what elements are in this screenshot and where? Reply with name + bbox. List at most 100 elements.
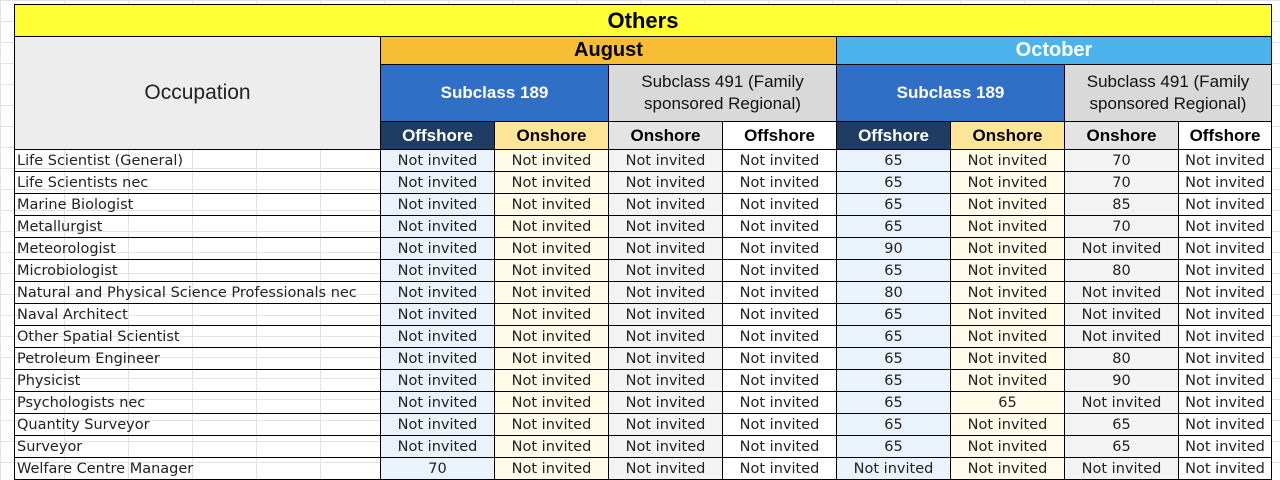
value-cell[interactable]: Not invited — [380, 237, 495, 260]
value-cell[interactable]: Not invited — [380, 413, 495, 436]
value-cell[interactable]: 65 — [836, 171, 951, 194]
occupation-cell[interactable]: Other Spatial Scientist — [14, 325, 381, 348]
value-cell[interactable]: Not invited — [1178, 303, 1272, 326]
value-cell[interactable]: Not invited — [380, 149, 495, 172]
value-cell[interactable]: 65 — [836, 435, 951, 458]
value-cell[interactable]: Not invited — [494, 149, 609, 172]
value-cell[interactable]: Not invited — [950, 413, 1065, 436]
value-cell[interactable]: Not invited — [1064, 237, 1179, 260]
occupation-cell[interactable]: Quantity Surveyor — [14, 413, 381, 436]
value-cell[interactable]: Not invited — [950, 171, 1065, 194]
occupation-cell[interactable]: Microbiologist — [14, 259, 381, 282]
value-cell[interactable]: Not invited — [380, 171, 495, 194]
value-cell[interactable]: Not invited — [722, 193, 837, 216]
value-cell[interactable]: Not invited — [380, 303, 495, 326]
value-cell[interactable]: Not invited — [494, 171, 609, 194]
value-cell[interactable]: Not invited — [1178, 413, 1272, 436]
occupation-cell[interactable]: Meteorologist — [14, 237, 381, 260]
value-cell[interactable]: Not invited — [608, 325, 723, 348]
occupation-cell[interactable]: Life Scientist (General) — [14, 149, 381, 172]
value-cell[interactable]: Not invited — [1064, 457, 1179, 480]
value-cell[interactable]: Not invited — [950, 259, 1065, 282]
value-cell[interactable]: Not invited — [608, 369, 723, 392]
value-cell[interactable]: 70 — [1064, 171, 1179, 194]
value-cell[interactable]: Not invited — [494, 347, 609, 370]
value-cell[interactable]: Not invited — [1178, 391, 1272, 414]
value-cell[interactable]: Not invited — [1064, 391, 1179, 414]
value-cell[interactable]: 65 — [836, 215, 951, 238]
value-cell[interactable]: Not invited — [494, 215, 609, 238]
value-cell[interactable]: Not invited — [1178, 237, 1272, 260]
value-cell[interactable]: 65 — [1064, 413, 1179, 436]
value-cell[interactable]: 70 — [380, 457, 495, 480]
value-cell[interactable]: Not invited — [608, 149, 723, 172]
value-cell[interactable]: Not invited — [380, 391, 495, 414]
value-cell[interactable]: Not invited — [494, 237, 609, 260]
occupation-cell[interactable]: Marine Biologist — [14, 193, 381, 216]
value-cell[interactable]: Not invited — [608, 215, 723, 238]
value-cell[interactable]: 65 — [836, 303, 951, 326]
value-cell[interactable]: Not invited — [380, 215, 495, 238]
value-cell[interactable]: 65 — [950, 391, 1065, 414]
value-cell[interactable]: Not invited — [608, 413, 723, 436]
occupation-cell[interactable]: Natural and Physical Science Professiona… — [14, 281, 381, 304]
value-cell[interactable]: 90 — [1064, 369, 1179, 392]
value-cell[interactable]: Not invited — [950, 281, 1065, 304]
value-cell[interactable]: 65 — [836, 369, 951, 392]
value-cell[interactable]: 65 — [836, 259, 951, 282]
occupation-cell[interactable]: Life Scientists nec — [14, 171, 381, 194]
value-cell[interactable]: Not invited — [722, 369, 837, 392]
value-cell[interactable]: Not invited — [950, 149, 1065, 172]
value-cell[interactable]: 65 — [1064, 435, 1179, 458]
value-cell[interactable]: Not invited — [722, 435, 837, 458]
value-cell[interactable]: Not invited — [608, 281, 723, 304]
value-cell[interactable]: Not invited — [722, 149, 837, 172]
value-cell[interactable]: Not invited — [380, 369, 495, 392]
value-cell[interactable]: Not invited — [836, 457, 951, 480]
value-cell[interactable]: Not invited — [722, 325, 837, 348]
value-cell[interactable]: 70 — [1064, 149, 1179, 172]
value-cell[interactable]: Not invited — [1178, 325, 1272, 348]
value-cell[interactable]: Not invited — [950, 435, 1065, 458]
value-cell[interactable]: 85 — [1064, 193, 1179, 216]
value-cell[interactable]: Not invited — [722, 259, 837, 282]
value-cell[interactable]: Not invited — [722, 413, 837, 436]
value-cell[interactable]: Not invited — [494, 303, 609, 326]
value-cell[interactable]: Not invited — [380, 281, 495, 304]
value-cell[interactable]: Not invited — [722, 237, 837, 260]
value-cell[interactable]: Not invited — [1064, 281, 1179, 304]
value-cell[interactable]: Not invited — [950, 215, 1065, 238]
value-cell[interactable]: Not invited — [1064, 303, 1179, 326]
value-cell[interactable]: Not invited — [608, 237, 723, 260]
value-cell[interactable]: Not invited — [1178, 369, 1272, 392]
value-cell[interactable]: 80 — [1064, 347, 1179, 370]
value-cell[interactable]: Not invited — [722, 171, 837, 194]
value-cell[interactable]: Not invited — [722, 347, 837, 370]
value-cell[interactable]: 65 — [836, 193, 951, 216]
value-cell[interactable]: Not invited — [950, 325, 1065, 348]
occupation-cell[interactable]: Welfare Centre Manager — [14, 457, 381, 480]
value-cell[interactable]: Not invited — [950, 369, 1065, 392]
value-cell[interactable]: 90 — [836, 237, 951, 260]
value-cell[interactable]: 65 — [836, 413, 951, 436]
value-cell[interactable]: Not invited — [608, 391, 723, 414]
value-cell[interactable]: Not invited — [1178, 149, 1272, 172]
value-cell[interactable]: Not invited — [608, 171, 723, 194]
value-cell[interactable]: Not invited — [1178, 281, 1272, 304]
occupation-cell[interactable]: Metallurgist — [14, 215, 381, 238]
value-cell[interactable]: 80 — [836, 281, 951, 304]
value-cell[interactable]: Not invited — [608, 193, 723, 216]
value-cell[interactable]: Not invited — [950, 303, 1065, 326]
value-cell[interactable]: 70 — [1064, 215, 1179, 238]
value-cell[interactable]: Not invited — [380, 325, 495, 348]
value-cell[interactable]: Not invited — [722, 215, 837, 238]
value-cell[interactable]: Not invited — [608, 259, 723, 282]
value-cell[interactable]: Not invited — [722, 303, 837, 326]
value-cell[interactable]: 80 — [1064, 259, 1179, 282]
value-cell[interactable]: Not invited — [722, 457, 837, 480]
value-cell[interactable]: Not invited — [494, 193, 609, 216]
value-cell[interactable]: Not invited — [608, 347, 723, 370]
value-cell[interactable]: Not invited — [494, 457, 609, 480]
value-cell[interactable]: Not invited — [494, 369, 609, 392]
value-cell[interactable]: 65 — [836, 391, 951, 414]
